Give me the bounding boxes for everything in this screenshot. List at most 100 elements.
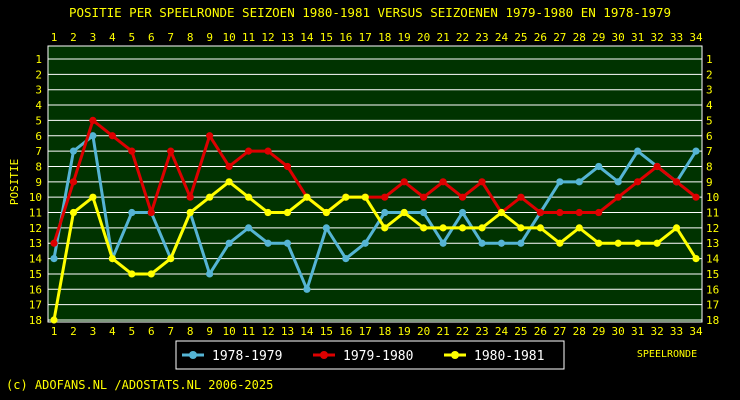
- data-point: [283, 208, 292, 217]
- series-line-1979-1980: [52, 118, 697, 244]
- x-axis-label: SPEELRONDE: [637, 349, 697, 360]
- x-tick-label-top: 18: [378, 31, 391, 44]
- x-tick-label-bottom: 28: [573, 325, 586, 338]
- x-tick-label-bottom: 17: [359, 325, 372, 338]
- x-tick-label-top: 19: [398, 31, 411, 44]
- x-tick-label-top: 23: [475, 31, 488, 44]
- data-point: [439, 224, 447, 232]
- y-tick-label-left: 16: [29, 283, 42, 296]
- legend-item-1980-1981: 1980-1981: [444, 349, 544, 364]
- data-point: [400, 208, 408, 217]
- x-tick-label-top: 33: [670, 31, 683, 44]
- legend-item-1978-1979: 1978-1979: [182, 349, 282, 364]
- legend-label-1980-1981: 1980-1981: [474, 349, 544, 364]
- x-tick-label-bottom: 29: [592, 325, 605, 338]
- y-tick-label-right: 16: [706, 283, 719, 296]
- data-point: [614, 193, 622, 201]
- data-point: [575, 208, 583, 217]
- data-point: [342, 254, 350, 263]
- y-tick-label-right: 12: [706, 222, 719, 235]
- data-point: [381, 193, 389, 201]
- data-point: [381, 224, 389, 232]
- data-point: [517, 239, 525, 247]
- data-point: [692, 193, 700, 201]
- y-tick-label-left: 5: [35, 114, 42, 127]
- data-point: [439, 239, 447, 247]
- x-tick-label-bottom: 22: [456, 325, 469, 338]
- legend-item-1979-1980: 1979-1980: [313, 349, 413, 364]
- y-tick-label-left: 2: [35, 68, 42, 81]
- data-point: [128, 270, 136, 278]
- data-point: [89, 116, 97, 125]
- data-point: [458, 193, 467, 201]
- x-tick-label-bottom: 19: [398, 325, 411, 338]
- x-tick-label-top: 15: [320, 31, 333, 44]
- y-tick-label-left: 4: [35, 99, 42, 112]
- x-tick-label-top: 32: [650, 31, 663, 44]
- x-tick-label-bottom: 25: [514, 325, 527, 338]
- y-tick-label-right: 6: [706, 130, 713, 143]
- x-tick-label-bottom: 14: [300, 325, 314, 338]
- data-point: [225, 178, 233, 186]
- legend-marker-1980-1981: [451, 351, 459, 359]
- data-point: [478, 178, 486, 186]
- data-point: [69, 178, 78, 186]
- data-point: [244, 224, 253, 232]
- data-point: [50, 254, 58, 263]
- data-point: [50, 316, 58, 324]
- data-point: [672, 178, 681, 186]
- x-tick-label-top: 28: [573, 31, 586, 44]
- y-tick-label-right: 18: [706, 314, 719, 327]
- x-tick-label-bottom: 32: [650, 325, 663, 338]
- data-point: [147, 270, 155, 278]
- y-tick-label-right: 2: [706, 68, 713, 81]
- data-point: [595, 208, 603, 217]
- data-point: [342, 193, 350, 201]
- data-point: [634, 147, 642, 155]
- legend-label-1979-1980: 1979-1980: [343, 349, 413, 364]
- y-tick-label-left: 7: [35, 145, 42, 158]
- y-tick-label-left: 1: [35, 53, 42, 66]
- data-point: [283, 162, 292, 171]
- y-tick-label-left: 14: [29, 253, 43, 266]
- data-point: [478, 224, 486, 232]
- x-tick-label-bottom: 24: [495, 325, 509, 338]
- x-tick-label-top: 16: [339, 31, 352, 44]
- data-point: [595, 239, 603, 247]
- x-tick-label-top: 8: [187, 31, 194, 44]
- x-tick-label-bottom: 1: [51, 325, 58, 338]
- data-point: [186, 193, 194, 201]
- y-tick-label-right: 8: [706, 160, 713, 173]
- x-tick-label-bottom: 13: [281, 325, 294, 338]
- data-point: [206, 270, 214, 278]
- data-point: [303, 285, 311, 293]
- x-tick-label-bottom: 4: [109, 325, 116, 338]
- data-point: [69, 147, 78, 155]
- data-point: [478, 239, 486, 247]
- y-tick-label-right: 1: [706, 53, 713, 66]
- legend-marker-1979-1980: [320, 351, 328, 359]
- x-tick-label-bottom: 26: [534, 325, 547, 338]
- data-point: [244, 147, 253, 155]
- data-point: [556, 208, 564, 217]
- y-tick-label-right: 3: [706, 84, 713, 97]
- data-point: [244, 193, 253, 201]
- legend-label-1978-1979: 1978-1979: [212, 349, 282, 364]
- x-tick-label-bottom: 12: [261, 325, 274, 338]
- y-tick-label-left: 6: [35, 130, 42, 143]
- series-line-1978-1979: [52, 134, 698, 291]
- x-tick-label-bottom: 15: [320, 325, 333, 338]
- data-point: [89, 132, 97, 140]
- data-point: [108, 132, 116, 140]
- data-point: [420, 193, 428, 201]
- data-point: [575, 178, 583, 186]
- x-tick-label-bottom: 30: [612, 325, 625, 338]
- x-tick-label-top: 9: [206, 31, 213, 44]
- legend-box: [175, 340, 565, 370]
- data-point: [264, 239, 272, 247]
- x-tick-label-top: 10: [222, 31, 235, 44]
- data-point: [108, 254, 116, 263]
- y-tick-label-right: 17: [706, 299, 719, 312]
- x-tick-label-top: 29: [592, 31, 605, 44]
